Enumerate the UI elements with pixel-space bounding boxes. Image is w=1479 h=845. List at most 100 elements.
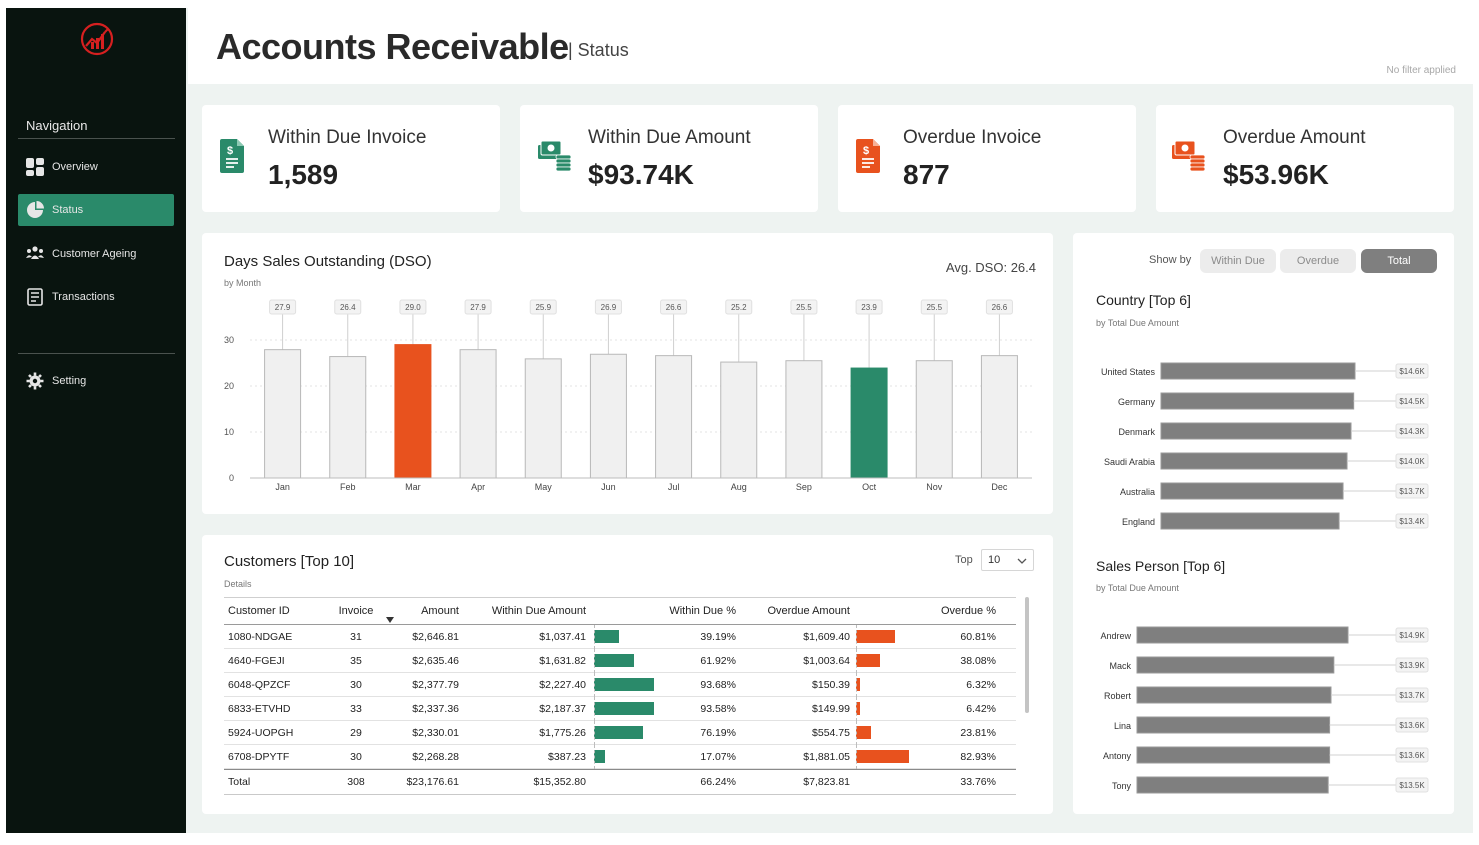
bar-may <box>524 358 562 479</box>
salesperson-chart-subtitle: by Total Due Amount <box>1096 583 1179 593</box>
category-label: Robert <box>1104 691 1132 701</box>
kpi-value: $93.74K <box>588 159 694 190</box>
category-label: Mack <box>1109 661 1131 671</box>
x-tick-label: Feb <box>340 482 356 492</box>
bar <box>1136 716 1331 734</box>
sidebar-item-status[interactable]: Status <box>18 194 174 226</box>
amount-cell: $2,646.81 <box>412 630 459 643</box>
table-row[interactable]: 4640-FGEJI 35 $2,635.46 $1,631.82 61.92% $1,0… <box>224 649 1016 673</box>
showby-total-button[interactable]: Total <box>1361 249 1437 273</box>
amount-cell: $2,635.46 <box>412 654 459 667</box>
sidebar-item-label: Overview <box>52 161 98 173</box>
data-label-box <box>1395 423 1429 439</box>
kpi-label: Within Due Amount <box>588 127 751 148</box>
invoice-count-cell: 33 <box>350 702 362 715</box>
y-tick-label: 0 <box>229 473 234 483</box>
data-label-box <box>1395 393 1429 409</box>
invoice-icon: $ <box>856 139 880 173</box>
breakdown-panel: Show by Within Due Overdue Total Country… <box>1073 233 1454 814</box>
customer-id-cell: 6048-QPZCF <box>228 678 291 691</box>
bar-baseline <box>594 649 595 673</box>
top-n-dropdown[interactable]: 10 <box>981 549 1034 571</box>
table-row[interactable]: 6708-DPYTF 30 $2,268.28 $387.23 17.07% $1,881… <box>224 745 1016 769</box>
data-label: $14.9K <box>1399 631 1425 640</box>
dso-chart-panel: Days Sales Outstanding (DSO) by Month Av… <box>202 233 1053 514</box>
y-tick-label: 30 <box>224 335 234 345</box>
sidebar-item-customer-ageing[interactable]: Customer Ageing <box>18 238 174 270</box>
table-row[interactable]: 5924-UOPGH 29 $2,330.01 $1,775.26 76.19% $554… <box>224 721 1016 745</box>
bar-jul <box>655 355 693 479</box>
data-label-box <box>1395 717 1429 733</box>
total-cell: Total <box>228 776 251 788</box>
bar-apr <box>459 349 497 479</box>
sidebar: Navigation Overview Status Customer Agei… <box>6 8 186 833</box>
svg-text:$: $ <box>227 145 233 157</box>
data-label-box <box>334 299 362 315</box>
bar <box>1160 512 1340 530</box>
data-label: 26.9 <box>601 303 617 312</box>
invoice-icon: $ <box>220 139 244 173</box>
sidebar-item-transactions[interactable]: Transactions <box>18 281 174 313</box>
data-label: 26.6 <box>666 303 682 312</box>
amount-cell: $2,377.79 <box>412 678 459 691</box>
column-header[interactable]: Within Due Amount <box>491 605 586 617</box>
customers-panel: Customers [Top 10] Details Top 10 Custom… <box>202 535 1053 814</box>
within-due-amount-cell: $1,775.26 <box>539 726 586 739</box>
kpi-label: Within Due Invoice <box>268 127 427 148</box>
svg-text:$: $ <box>863 145 869 157</box>
column-header[interactable]: Invoice <box>338 605 374 617</box>
data-label-box <box>660 299 688 315</box>
sidebar-item-label: Setting <box>52 375 87 387</box>
showby-within-due-button[interactable]: Within Due <box>1200 249 1276 273</box>
within-due-amount-cell: $2,227.40 <box>539 678 586 691</box>
y-tick-label: 20 <box>224 381 234 391</box>
amount-cell: $2,268.28 <box>412 750 459 763</box>
table-row[interactable]: 6833-ETVHD 33 $2,337.36 $2,187.37 93.58% $149… <box>224 697 1016 721</box>
x-tick-label: Nov <box>926 482 943 492</box>
column-header[interactable]: Amount <box>421 605 459 617</box>
overdue-bar <box>856 678 861 691</box>
bar-baseline <box>594 625 595 649</box>
sidebar-item-overview[interactable]: Overview <box>18 151 174 183</box>
kpi-value: 1,589 <box>268 159 339 190</box>
data-label: $13.7K <box>1399 487 1425 496</box>
country-bar-chart: United States $14.6K Germany $14.5K Denmark $… <box>1101 362 1429 530</box>
table-row[interactable]: 6048-QPZCF 30 $2,377.79 $2,227.40 93.68% $150… <box>224 673 1016 697</box>
within-due-bar <box>594 726 643 739</box>
bar <box>1136 686 1332 704</box>
chevron-down-icon <box>1017 558 1027 564</box>
x-tick-label: Aug <box>731 482 747 492</box>
showby-overdue-button[interactable]: Overdue <box>1280 249 1356 273</box>
data-label-box <box>1395 483 1429 499</box>
chart-subtitle: by Month <box>224 278 262 288</box>
bar-baseline <box>594 721 595 745</box>
logo-icon <box>80 22 114 56</box>
bar <box>1136 776 1329 794</box>
column-header[interactable]: Customer ID <box>228 605 290 617</box>
column-header[interactable]: Overdue % <box>940 605 996 617</box>
data-label-box <box>985 299 1013 315</box>
data-label: 26.6 <box>992 303 1008 312</box>
table-title: Customers [Top 10] <box>224 553 355 570</box>
sidebar-item-setting[interactable]: Setting <box>18 365 174 397</box>
data-label-box <box>920 299 948 315</box>
within-due-percent-cell: 93.68% <box>700 678 736 691</box>
data-label-box <box>855 299 883 315</box>
category-label: Saudi Arabia <box>1104 457 1155 467</box>
filter-status: No filter applied <box>1386 65 1456 76</box>
column-header[interactable]: Within Due % <box>669 605 736 617</box>
table-row[interactable]: 1080-NDGAE 31 $2,646.81 $1,037.41 39.19% $1,6… <box>224 625 1016 649</box>
column-header[interactable]: Overdue Amount <box>767 605 850 617</box>
kpi-value: 877 <box>903 159 950 190</box>
y-tick-label: 10 <box>224 427 234 437</box>
data-label-box <box>269 299 297 315</box>
data-label: 25.5 <box>926 303 942 312</box>
table-scrollbar[interactable] <box>1025 597 1029 713</box>
invoice-count-cell: 35 <box>350 654 362 667</box>
bar-baseline <box>856 673 857 697</box>
within-due-percent-cell: 76.19% <box>700 726 736 739</box>
bar-baseline <box>856 745 857 769</box>
chart-title: Days Sales Outstanding (DSO) <box>224 253 432 270</box>
x-tick-label: Jan <box>275 482 290 492</box>
total-cell: $15,352.80 <box>533 776 586 788</box>
